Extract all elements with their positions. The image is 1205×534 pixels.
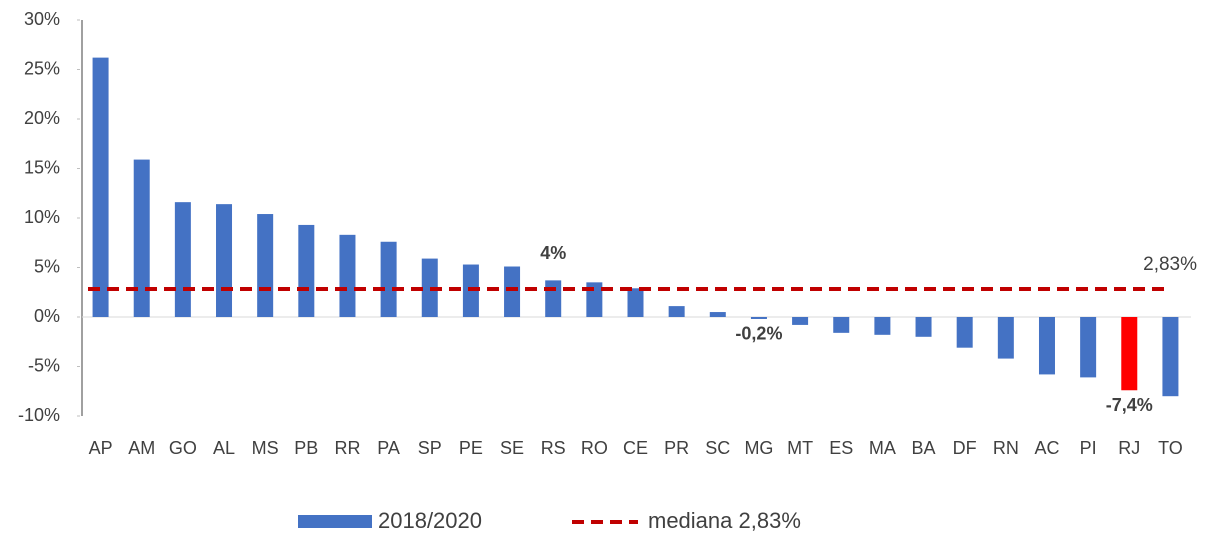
median-label: 2,83% (1143, 254, 1197, 275)
x-tick-label: ES (829, 438, 853, 458)
x-tick-label: DF (953, 438, 977, 458)
bar (833, 317, 850, 333)
x-tick-label: TO (1158, 438, 1183, 458)
x-tick-label: AL (213, 438, 235, 458)
x-tick-label: MT (787, 438, 813, 458)
x-tick-label: PE (459, 438, 483, 458)
x-tick-label: MA (869, 438, 896, 458)
x-tick-label: CE (623, 438, 648, 458)
y-tick-label: 25% (24, 58, 60, 78)
bar (257, 214, 274, 317)
x-tick-label: RO (581, 438, 608, 458)
bar (792, 317, 809, 325)
x-tick-label: PR (664, 438, 689, 458)
bar (1162, 317, 1179, 397)
y-tick-label: 20% (24, 108, 60, 128)
bar (504, 266, 521, 317)
bar (298, 224, 315, 317)
x-tick-label: SC (705, 438, 730, 458)
bar (545, 280, 562, 317)
bar (1080, 317, 1097, 378)
bar (174, 202, 191, 317)
y-tick-label: 30% (24, 9, 60, 29)
bar (216, 204, 233, 317)
x-tick-label: RS (541, 438, 566, 458)
x-tick-label: AM (128, 438, 155, 458)
bar (915, 317, 932, 337)
x-tick-label: PA (377, 438, 400, 458)
x-tick-label: BA (912, 438, 936, 458)
bar (380, 241, 397, 317)
x-tick-label: MG (744, 438, 773, 458)
x-tick-label: PI (1080, 438, 1097, 458)
data-label: 4% (540, 243, 566, 263)
x-tick-label: MS (252, 438, 279, 458)
bar (668, 306, 685, 317)
legend-label: 2018/2020 (378, 508, 482, 533)
y-tick-label: -10% (18, 405, 60, 425)
y-tick-label: 0% (34, 306, 60, 326)
bar (421, 258, 438, 317)
bar (956, 317, 973, 348)
x-tick-label: GO (169, 438, 197, 458)
bar (1121, 317, 1138, 391)
x-tick-label: SE (500, 438, 524, 458)
y-tick-label: 10% (24, 207, 60, 227)
y-tick-label: -5% (28, 355, 60, 375)
x-tick-label: AP (89, 438, 113, 458)
x-tick-label: RN (993, 438, 1019, 458)
x-tick-label: AC (1034, 438, 1059, 458)
x-tick-label: RJ (1118, 438, 1140, 458)
bar (133, 159, 150, 317)
bar (627, 288, 644, 317)
legend-label: mediana 2,83% (648, 508, 801, 533)
data-label: -7,4% (1106, 395, 1153, 415)
bar (339, 234, 356, 317)
y-tick-label: 15% (24, 157, 60, 177)
bar (709, 312, 726, 317)
x-tick-label: RR (334, 438, 360, 458)
bar (1038, 317, 1055, 375)
bar (750, 317, 767, 319)
bar (586, 282, 603, 317)
data-label: -0,2% (735, 324, 782, 344)
bar (92, 57, 109, 318)
x-tick-label: SP (418, 438, 442, 458)
y-tick-label: 5% (34, 256, 60, 276)
bar (997, 317, 1014, 359)
legend-swatch (298, 515, 372, 528)
x-tick-label: PB (294, 438, 318, 458)
bar (874, 317, 891, 335)
